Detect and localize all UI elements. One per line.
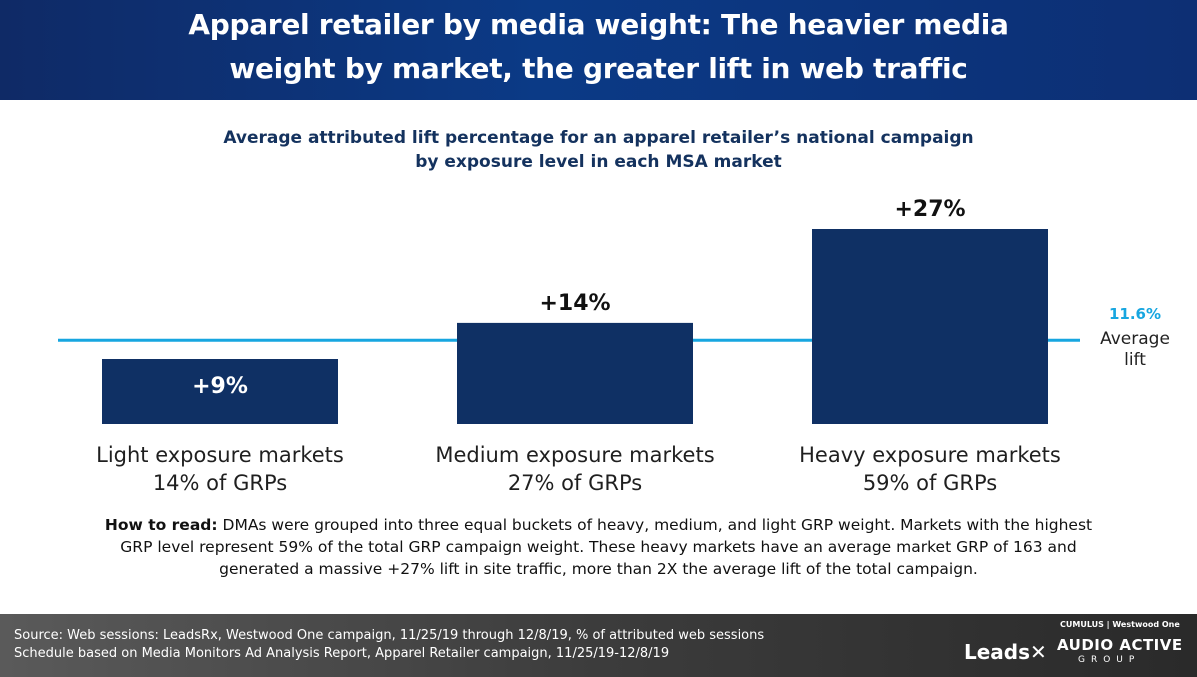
bar-value-label-0: +9%	[192, 374, 248, 399]
category-label-1: Medium exposure markets	[435, 443, 714, 467]
source-line1: Source: Web sessions: LeadsRx, Westwood …	[14, 628, 765, 643]
how-to-read-line3: generated a massive +27% lift in site tr…	[219, 560, 978, 578]
category-label-2: Heavy exposure markets	[799, 443, 1061, 467]
bar-0	[102, 359, 338, 424]
audio-active-group-text: GROUP	[1078, 655, 1141, 665]
category-grp-label-2: 59% of GRPs	[863, 471, 997, 495]
page-title-line1: Apparel retailer by media weight: The he…	[188, 8, 1009, 41]
how-to-read-label: How to read:	[104, 516, 218, 534]
header-banner: Apparel retailer by media weight: The he…	[0, 0, 1197, 100]
category-label-0: Light exposure markets	[96, 443, 344, 467]
how-to-read-line2: GRP level represent 59% of the total GRP…	[120, 538, 1077, 556]
how-to-read: How to read: DMAs were grouped into thre…	[32, 514, 1165, 580]
bar-chart: +9% Light exposure markets 14% of GRPs +14%…	[58, 197, 1170, 495]
category-grp-label-1: 27% of GRPs	[508, 471, 642, 495]
bar-2	[812, 229, 1048, 424]
page-title-line2: weight by market, the greater lift in we…	[229, 52, 968, 85]
average-lift-label-line2: lift	[1124, 350, 1146, 370]
bar-1	[457, 322, 693, 424]
leadsrx-x-icon: ✕	[1030, 640, 1047, 664]
chart-title-line2: by exposure level in each MSA market	[415, 152, 782, 172]
cumulus-westwood-logo: CUMULUS | Westwood One	[1060, 620, 1180, 629]
leadsrx-logo: Leads✕	[964, 640, 1047, 664]
category-grp-label-0: 14% of GRPs	[153, 471, 287, 495]
average-lift-value: 11.6%	[1109, 305, 1161, 323]
average-lift-label: Average	[1100, 329, 1170, 349]
bar-value-label-1: +14%	[539, 291, 610, 316]
footer: Source: Web sessions: LeadsRx, Westwood …	[0, 614, 1197, 677]
how-to-read-line1: DMAs were grouped into three equal bucke…	[217, 516, 1093, 534]
chart-title-line1: Average attributed lift percentage for a…	[223, 128, 974, 148]
leadsrx-logo-text: Leads	[964, 640, 1031, 664]
audio-active-logo: AUDIO ACTIVE	[1057, 636, 1183, 654]
bar-value-label-2: +27%	[894, 197, 965, 222]
source-line2: Schedule based on Media Monitors Ad Anal…	[14, 646, 670, 661]
